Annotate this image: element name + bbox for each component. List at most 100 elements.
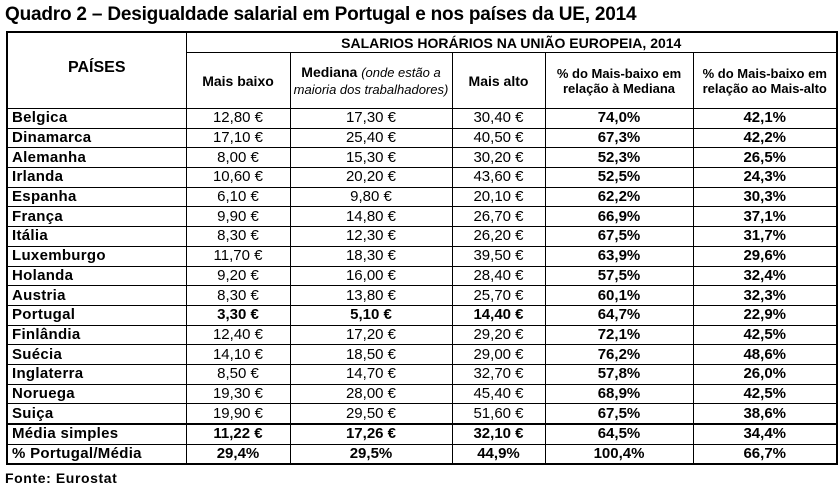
page-title: Quadro 2 – Desigualdade salarial em Port… [5, 4, 637, 25]
header-mediana-note: (onde estão a maioria dos trabalhadores) [293, 64, 449, 97]
cell-mediana: 5,10 € [289, 304, 453, 326]
table-row: Luxemburgo 11,70 €18,30 €39,50 €63,9% 29,6… [6, 245, 838, 267]
table-row: Finlândia 12,40 €17,20 €29,20 €72,1% 42,5% [6, 324, 838, 346]
cell-pct-mediana: 74,0% [544, 108, 694, 129]
cell-mediana: 17,20 € [289, 324, 453, 346]
cell-pct-alto: 66,7% [692, 443, 838, 465]
cell-pct-alto: 42,2% [692, 127, 838, 149]
header-pct-alto: % do Mais-baixo em relação ao Mais-alto [692, 52, 838, 109]
cell-mais-alto: 29,00 € [451, 344, 546, 365]
header-pct-mediana: % do Mais-baixo em relação à Mediana [544, 52, 694, 109]
cell-mais-alto: 26,20 € [451, 226, 546, 247]
cell-mais-baixo: 10,60 € [185, 167, 291, 188]
cell-mediana: 17,26 € [289, 422, 453, 445]
cell-pct-alto: 29,6% [692, 245, 838, 267]
cell-mediana: 15,30 € [289, 147, 453, 169]
cell-mais-alto: 32,70 € [451, 363, 546, 385]
cell-mais-alto: 26,70 € [451, 206, 546, 228]
cell-pct-alto: 22,9% [692, 304, 838, 326]
cell-mais-alto: 44,9% [451, 443, 546, 465]
cell-mais-baixo: 9,90 € [185, 206, 291, 228]
cell-mais-baixo: 9,20 € [185, 265, 291, 287]
cell-mais-baixo: 8,30 € [185, 285, 291, 306]
cell-country: Suiça [6, 403, 187, 425]
cell-mais-baixo: 8,50 € [185, 363, 291, 385]
table-row: Belgica 12,80 €17,30 €30,40 €74,0% 42,1% [6, 108, 838, 129]
cell-pct-mediana: 57,5% [544, 265, 694, 287]
cell-mais-alto: 30,40 € [451, 108, 546, 129]
cell-pct-mediana: 57,8% [544, 363, 694, 385]
table-row: % Portugal/Média 29,4% 29,5% 44,9% 100,4% 66,… [6, 443, 838, 465]
cell-mediana: 13,80 € [289, 285, 453, 306]
cell-mediana: 29,50 € [289, 403, 453, 425]
cell-mais-alto: 14,40 € [451, 304, 546, 326]
header-mais-alto-label: Mais alto [468, 72, 529, 89]
cell-pct-alto: 42,1% [692, 108, 838, 129]
table-row: Média simples 11,22 €17,26 €32,10 €64,5% 3… [6, 422, 838, 445]
header-mais-alto: Mais alto [451, 52, 546, 109]
cell-mais-baixo: 12,40 € [185, 324, 291, 346]
cell-pct-alto: 32,3% [692, 285, 838, 306]
cell-country: Portugal [6, 304, 187, 326]
header-mais-baixo-label: Mais baixo [202, 72, 274, 89]
cell-pct-alto: 42,5% [692, 324, 838, 346]
cell-mediana: 9,80 € [289, 186, 453, 208]
cell-mais-baixo: 14,10 € [185, 344, 291, 365]
table-row: Alemanha 8,00 €15,30 €30,20 €52,3% 26,5% [6, 147, 838, 169]
cell-mediana: 16,00 € [289, 265, 453, 287]
cell-mais-alto: 43,60 € [451, 167, 546, 188]
cell-mediana: 18,30 € [289, 245, 453, 267]
cell-pct-mediana: 62,2% [544, 186, 694, 208]
cell-country: Austria [6, 285, 187, 306]
table-row: Suécia 14,10 €18,50 €29,00 €76,2% 48,6% [6, 344, 838, 365]
table-row: Holanda 9,20 €16,00 €28,40 €57,5% 32,4% [6, 265, 838, 287]
cell-mais-baixo: 11,22 € [185, 422, 291, 445]
cell-mediana: 20,20 € [289, 167, 453, 188]
cell-pct-mediana: 66,9% [544, 206, 694, 228]
cell-pct-mediana: 67,5% [544, 226, 694, 247]
cell-country: % Portugal/Média [6, 443, 187, 465]
cell-pct-alto: 42,5% [692, 383, 838, 405]
cell-mais-alto: 40,50 € [451, 127, 546, 149]
cell-country: Finlândia [6, 324, 187, 346]
cell-mais-alto: 32,10 € [451, 422, 546, 445]
cell-pct-alto: 32,4% [692, 265, 838, 287]
cell-pct-mediana: 67,3% [544, 127, 694, 149]
table-row: Noruega 19,30 €28,00 €45,40 €68,9% 42,5% [6, 383, 838, 405]
cell-mais-alto: 39,50 € [451, 245, 546, 267]
cell-pct-mediana: 100,4% [544, 443, 694, 465]
cell-pct-alto: 48,6% [692, 344, 838, 365]
cell-pct-mediana: 76,2% [544, 344, 694, 365]
cell-mais-alto: 45,40 € [451, 383, 546, 405]
header-pct-mediana-label: % do Mais-baixo em relação à Mediana [556, 65, 682, 96]
cell-pct-alto: 26,0% [692, 363, 838, 385]
cell-country: Inglaterra [6, 363, 187, 385]
header-mediana: Mediana (onde estão a maioria dos trabal… [289, 52, 453, 109]
cell-country: França [6, 206, 187, 228]
table-row: Irlanda 10,60 €20,20 €43,60 €52,5% 24,3% [6, 167, 838, 188]
cell-country: Luxemburgo [6, 245, 187, 267]
cell-mais-alto: 25,70 € [451, 285, 546, 306]
cell-mais-baixo: 8,30 € [185, 226, 291, 247]
cell-country: Suécia [6, 344, 187, 365]
cell-pct-alto: 24,3% [692, 167, 838, 188]
cell-mediana: 17,30 € [289, 108, 453, 129]
cell-pct-mediana: 64,7% [544, 304, 694, 326]
cell-pct-alto: 30,3% [692, 186, 838, 208]
table-row: Inglaterra 8,50 €14,70 €32,70 €57,8% 26,0% [6, 363, 838, 385]
table-row: França 9,90 €14,80 €26,70 €66,9% 37,1% [6, 206, 838, 228]
cell-pct-mediana: 52,5% [544, 167, 694, 188]
header-group: SALARIOS HORÁRIOS NA UNIÃO EUROPEIA, 201… [185, 31, 838, 53]
cell-mais-alto: 30,20 € [451, 147, 546, 169]
cell-country: Média simples [6, 422, 187, 445]
table-row: Dinamarca 17,10 €25,40 €40,50 €67,3% 42,2% [6, 127, 838, 149]
cell-country: Alemanha [6, 147, 187, 169]
cell-mediana: 29,5% [289, 443, 453, 465]
source-note: Fonte: Eurostat [5, 470, 118, 486]
cell-mais-baixo: 29,4% [185, 443, 291, 465]
cell-mais-baixo: 3,30 € [185, 304, 291, 326]
table-row: Suiça 19,90 €29,50 €51,60 €67,5% 38,6% [6, 403, 838, 425]
header-mediana-label: Mediana [301, 63, 358, 80]
cell-pct-mediana: 67,5% [544, 403, 694, 425]
cell-country: Dinamarca [6, 127, 187, 149]
